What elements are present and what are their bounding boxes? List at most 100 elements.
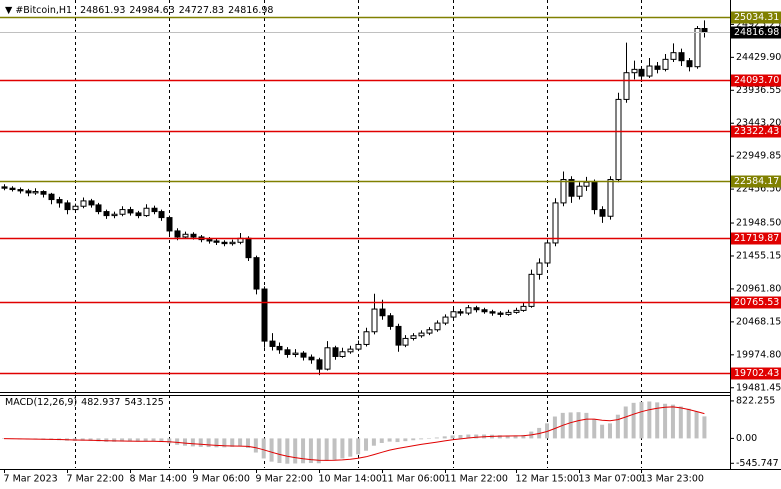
level-label: 19702.43: [734, 368, 779, 379]
macd-tick-label: 0.00: [736, 433, 757, 444]
candle-body: [339, 351, 346, 357]
macd-bar: [647, 401, 652, 439]
candle-body: [442, 316, 449, 324]
macd-bar: [253, 438, 258, 453]
candle-body: [17, 189, 24, 192]
candle-body: [245, 237, 252, 259]
macd-bar: [183, 438, 188, 446]
macd-bar: [104, 438, 109, 442]
candle-body: [599, 209, 606, 217]
candle-body: [269, 340, 276, 347]
macd-bar: [308, 438, 313, 464]
candle-body: [88, 200, 95, 206]
macd-title: MACD(12,26,9): [5, 397, 77, 408]
candle-body: [206, 239, 213, 242]
candle-body: [229, 241, 236, 245]
macd-bar: [159, 438, 164, 443]
level-label: 23322.43: [734, 126, 779, 137]
macd-bar: [96, 438, 101, 442]
macd-bar: [340, 438, 345, 459]
macd-bar: [143, 438, 148, 442]
macd-value: 543.125: [124, 397, 163, 408]
macd-bar: [450, 435, 455, 439]
level-label-box: [731, 232, 781, 245]
candle-body: [355, 343, 362, 350]
y-tick-label: 21455.15: [736, 250, 781, 261]
candle-body: [560, 179, 567, 204]
macd-bar: [127, 438, 132, 442]
macd-bar: [332, 438, 337, 460]
candle-body: [151, 207, 158, 213]
candle-body: [607, 179, 614, 217]
candle-body: [583, 181, 590, 187]
candle-body: [505, 311, 512, 315]
level-label-box: [731, 11, 781, 24]
candle-body: [32, 191, 39, 194]
macd-bar: [135, 438, 140, 442]
macd-bar: [151, 438, 156, 442]
candle-body: [48, 193, 55, 201]
candle-body: [25, 190, 32, 194]
candle-body: [158, 211, 165, 219]
macd-bar: [623, 406, 628, 439]
candle-body: [387, 315, 394, 327]
candle-body: [308, 356, 315, 361]
candle-body: [678, 52, 685, 62]
candle-body: [497, 312, 504, 315]
macd-bar: [568, 412, 573, 439]
candle-body: [615, 98, 622, 181]
candle-body: [371, 308, 378, 333]
macd-bar: [222, 438, 227, 448]
macd-bar: [293, 438, 298, 464]
candle-body: [95, 204, 102, 213]
candle-body: [513, 309, 520, 313]
macd-bar: [387, 438, 392, 442]
macd-bar: [458, 434, 463, 439]
candle-body: [631, 68, 638, 74]
macd-bar: [277, 438, 282, 464]
candle-body: [489, 311, 496, 314]
ohlc-value: 24816.98: [228, 5, 273, 16]
candle-body: [426, 329, 433, 334]
level-label: 20765.53: [734, 297, 779, 308]
macd-bar: [403, 438, 408, 442]
macd-bar: [198, 438, 203, 447]
candle-body: [528, 273, 535, 307]
ohlc-value: 24861.93: [80, 5, 125, 16]
macd-bar: [230, 438, 235, 447]
candle-body: [64, 202, 71, 211]
candle-body: [473, 307, 480, 311]
candle-body: [520, 305, 527, 311]
macd-bar: [576, 412, 581, 439]
macd-bar: [474, 434, 479, 439]
level-label-box: [731, 175, 781, 188]
candle-body: [395, 325, 402, 346]
macd-bar: [670, 404, 675, 439]
candle-body: [80, 200, 87, 207]
x-tick-label: 7 Mar 22:00: [67, 474, 124, 485]
candle-body: [72, 205, 79, 211]
candle-body: [40, 191, 47, 195]
candle-body: [654, 65, 661, 70]
macd-bar: [238, 438, 243, 447]
candle-body: [646, 65, 653, 77]
macd-bar: [442, 436, 447, 439]
macd-bar: [120, 438, 125, 442]
macd-bar: [702, 416, 707, 439]
candle-body: [253, 257, 260, 290]
candle-body: [568, 179, 575, 197]
candle-body: [670, 52, 677, 60]
y-tick-label: 23443.20: [736, 118, 781, 129]
candle-body: [111, 213, 118, 217]
macd-tick-label: 822.255: [736, 395, 775, 406]
candle-body: [465, 307, 472, 314]
macd-bar: [694, 411, 699, 439]
macd-bar: [615, 414, 620, 439]
chart-header: ▼ #Bitcoin,H1 24861.93 24984.63 24727.83 248…: [5, 5, 273, 16]
macd-bar: [552, 416, 557, 439]
x-tick-label: 9 Mar 22:00: [256, 474, 313, 485]
candle-body: [576, 185, 583, 197]
macd-bar: [269, 438, 274, 462]
